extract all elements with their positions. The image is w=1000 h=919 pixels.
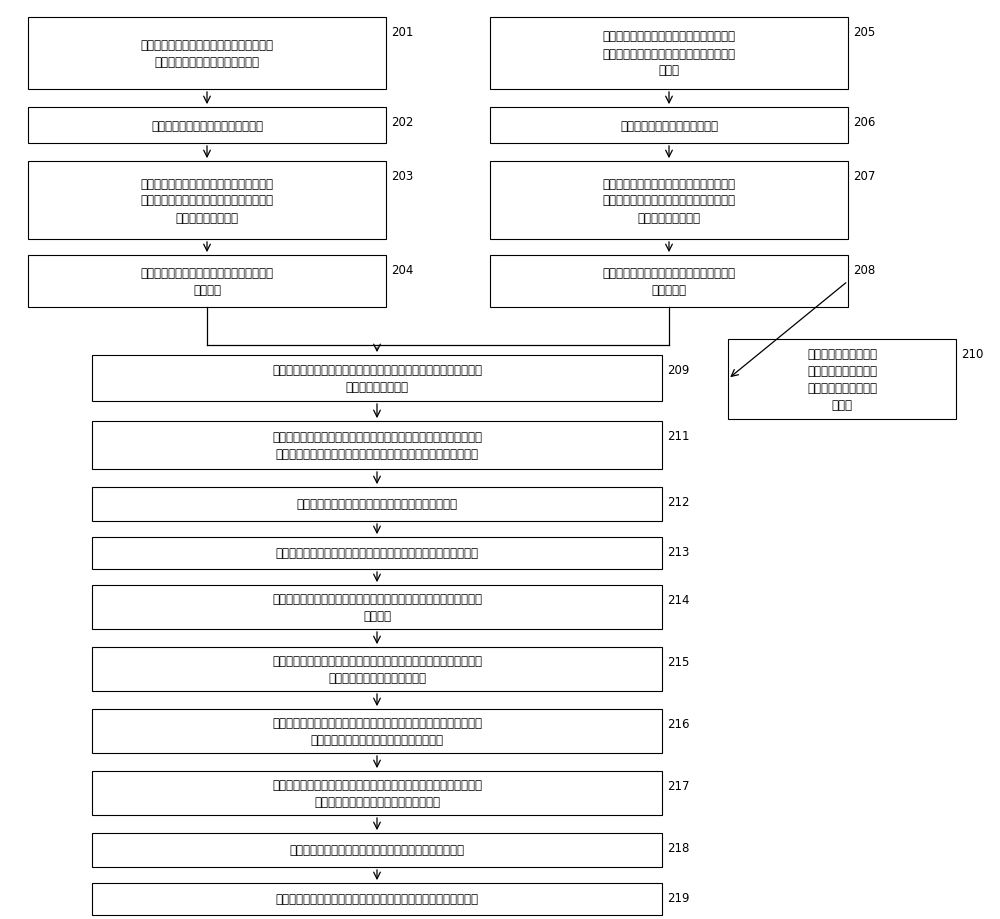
Text: 响应于实验回路的气压达到第二气压，确定测试时间: 响应于实验回路的气压达到第二气压，确定测试时间: [296, 498, 458, 511]
Text: 响应于实验控制回路中的所有进气管关闭，
控制实验回路中的气压至第三气压: 响应于实验控制回路中的所有进气管关闭， 控制实验回路中的气压至第三气压: [140, 39, 274, 69]
Bar: [92, 538, 662, 570]
Text: 216: 216: [667, 717, 690, 731]
Text: 将理想校正流量时间与实际校正流量时间比较，得到补偿校正结果: 将理想校正流量时间与实际校正流量时间比较，得到补偿校正结果: [276, 892, 479, 905]
Bar: [728, 340, 956, 420]
Text: 213: 213: [667, 545, 689, 559]
Bar: [92, 771, 662, 815]
Text: 响应于炉管漏率检测结果与进气管漏率检测结果一致，控制实验回路
中的气压至第一气压: 响应于炉管漏率检测结果与进气管漏率检测结果一致，控制实验回路 中的气压至第一气压: [272, 364, 482, 393]
Bar: [490, 18, 848, 90]
Text: 214: 214: [667, 594, 690, 607]
Text: 将第四气压与第三气压的差值作为炉管漏率
检测结果: 将第四气压与第三气压的差值作为炉管漏率 检测结果: [140, 267, 274, 297]
Text: 将第六气压与第五气压的差值作为进气管漏
率检测结果: 将第六气压与第五气压的差值作为进气管漏 率检测结果: [602, 267, 736, 297]
Text: 207: 207: [853, 170, 875, 183]
Bar: [28, 108, 386, 144]
Text: 217: 217: [667, 779, 690, 792]
Text: 215: 215: [667, 655, 689, 668]
Bar: [92, 709, 662, 754]
Text: 201: 201: [391, 26, 413, 39]
Text: 响应于扩散流量计的显示流量以及扩散流量计的输出流量不一致，确
定显示流量以及输出流量的差值: 响应于扩散流量计的显示流量以及扩散流量计的输出流量不一致，确 定显示流量以及输出…: [272, 654, 482, 685]
Text: 206: 206: [853, 116, 875, 129]
Bar: [92, 422, 662, 470]
Text: 基于炉管漏率检测结果对测试时间进行处理，得到归一化测试时间: 基于炉管漏率检测结果对测试时间进行处理，得到归一化测试时间: [276, 547, 479, 560]
Text: 响应于中止实验控制回路与外界的气体交换
的时间达到第一漏率检测结果时间，确定实
验回路内的第四气压: 响应于中止实验控制回路与外界的气体交换 的时间达到第一漏率检测结果时间，确定实 …: [140, 177, 274, 224]
Bar: [92, 883, 662, 915]
Bar: [92, 647, 662, 691]
Text: 响应于终止实验控制回路与外界的气体交换
的时间达到第二漏率检测结果时间，确定实
验回路内的第六气压: 响应于终止实验控制回路与外界的气体交换 的时间达到第二漏率检测结果时间，确定实 …: [602, 177, 736, 224]
Bar: [92, 356, 662, 402]
Text: 响应于实验控制回路中的其他进气管管壁，
且进气管开启，控制实验回路中的气压至第
五气压: 响应于实验控制回路中的其他进气管管壁， 且进气管开启，控制实验回路中的气压至第 …: [602, 30, 736, 77]
Bar: [490, 108, 848, 144]
Text: 响应于炉管漏率检测结
果与进气管漏率检测结
果不一致，对进气管进
行检修: 响应于炉管漏率检测结 果与进气管漏率检测结 果不一致，对进气管进 行检修: [807, 347, 877, 412]
Bar: [92, 487, 662, 521]
Text: 202: 202: [391, 116, 413, 129]
Text: 211: 211: [667, 429, 690, 443]
Bar: [28, 162, 386, 240]
Text: 219: 219: [667, 891, 690, 904]
Text: 203: 203: [391, 170, 413, 183]
Text: 204: 204: [391, 264, 413, 277]
Bar: [490, 162, 848, 240]
Text: 208: 208: [853, 264, 875, 277]
Text: 中止实验回路与外界的气体交换: 中止实验回路与外界的气体交换: [620, 119, 718, 132]
Text: 218: 218: [667, 841, 689, 854]
Bar: [92, 585, 662, 630]
Text: 212: 212: [667, 495, 690, 508]
Text: 基于差值对扩散流量计进行显示流量调整，得到校正显示流量，并确
定与校正显示流量对应的理想校正流量时间: 基于差值对扩散流量计进行显示流量调整，得到校正显示流量，并确 定与校正显示流量对…: [272, 716, 482, 746]
Bar: [28, 255, 386, 308]
Text: 210: 210: [961, 347, 983, 360]
Text: 使用扩散流量计，在仅开启与扩散流量计对应的进气管时通过进气管
向实验回路内注入预设种类的气体，并确定扩散流量计的显示流量: 使用扩散流量计，在仅开启与扩散流量计对应的进气管时通过进气管 向实验回路内注入预…: [272, 430, 482, 460]
Text: 中止实验控制回路与外界的气体交换: 中止实验控制回路与外界的气体交换: [151, 119, 263, 132]
Bar: [92, 834, 662, 867]
Text: 基于测试时间确定扩散流量计的显示流量以及扩散流量计的输出流量
的一致性: 基于测试时间确定扩散流量计的显示流量以及扩散流量计的输出流量 的一致性: [272, 593, 482, 622]
Text: 205: 205: [853, 26, 875, 39]
Bar: [28, 18, 386, 90]
Text: 确定实验回路的气压到达第二气压时的实际校正流量时间: 确定实验回路的气压到达第二气压时的实际校正流量时间: [290, 844, 464, 857]
Text: 使用扩散流量计，在仅开启与扩散流量计对应的进气管时，以校正显
示流量向实验回路内注入预设种类的气体: 使用扩散流量计，在仅开启与扩散流量计对应的进气管时，以校正显 示流量向实验回路内…: [272, 778, 482, 808]
Bar: [490, 255, 848, 308]
Text: 209: 209: [667, 364, 689, 377]
